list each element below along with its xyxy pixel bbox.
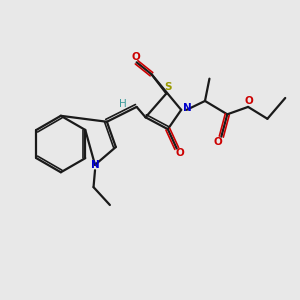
Text: O: O — [213, 137, 222, 147]
Text: N: N — [183, 103, 191, 113]
Text: O: O — [132, 52, 140, 62]
Text: O: O — [176, 148, 185, 158]
Text: O: O — [244, 96, 253, 106]
Text: S: S — [164, 82, 171, 92]
Text: H: H — [119, 99, 127, 109]
Text: N: N — [91, 160, 99, 170]
